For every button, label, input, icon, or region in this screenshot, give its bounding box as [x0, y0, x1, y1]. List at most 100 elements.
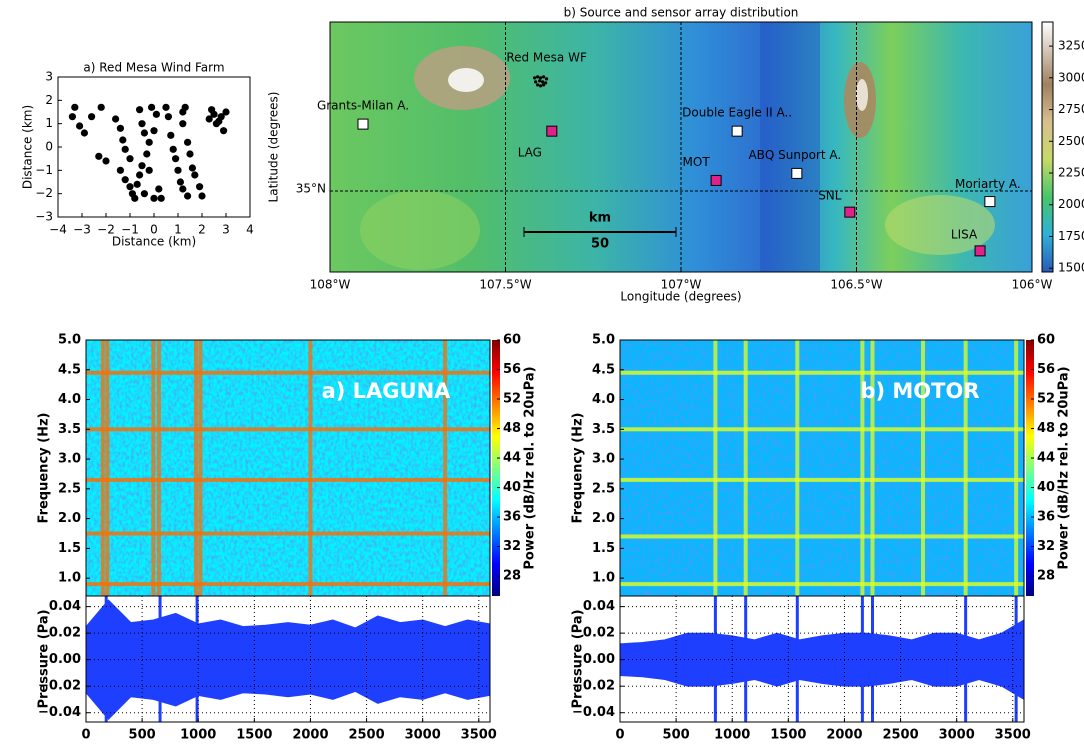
mountain-peak — [856, 79, 868, 111]
transient-band — [795, 340, 800, 596]
point — [126, 155, 134, 163]
colorbar-tick-label: 2250 — [1058, 166, 1084, 180]
y-tick-label: −1 — [35, 163, 53, 177]
y-axis-label: Distance (km) — [21, 105, 35, 189]
y-tick-label: −3 — [35, 210, 53, 224]
point — [222, 108, 230, 116]
point — [71, 103, 79, 111]
point — [68, 113, 76, 121]
x-tick-label: 1500 — [236, 728, 272, 743]
x-tick-label: 1 — [174, 223, 182, 237]
transient-band — [743, 340, 748, 596]
point — [150, 127, 158, 135]
point — [95, 152, 103, 160]
station-label: MOT — [683, 155, 711, 169]
x-tick-label: 107.5°W — [479, 278, 531, 292]
x-tick-label: 0 — [81, 728, 90, 743]
point — [164, 113, 172, 121]
x-tick-label: 106.5°W — [830, 278, 882, 292]
y-tick-label: 0.02 — [49, 626, 81, 641]
y-tick-label: 4.0 — [58, 392, 81, 407]
point — [220, 127, 228, 135]
point — [97, 103, 105, 111]
spectral-line — [86, 427, 490, 432]
y-tick-label: −0.04 — [38, 705, 81, 720]
turbine — [539, 76, 543, 80]
point — [80, 129, 88, 137]
colorbar-tick-label: 40 — [1037, 480, 1055, 495]
y-tick-label: 1.0 — [592, 571, 615, 586]
point — [155, 185, 163, 193]
highland — [885, 195, 995, 255]
y-axis-label: Frequency (Hz) — [37, 413, 52, 524]
spectral-line — [86, 531, 490, 536]
y-tick-label: 2.0 — [58, 511, 81, 526]
transient-band — [198, 340, 203, 596]
transient-band — [713, 340, 718, 596]
point — [88, 113, 96, 121]
y-tick-label: −0.04 — [572, 705, 615, 720]
point — [157, 194, 165, 202]
y-axis-label: Pressure (Pa) — [571, 609, 586, 708]
point — [179, 108, 187, 116]
transient-band — [921, 340, 925, 596]
y-tick-label: 0.00 — [49, 652, 81, 667]
point — [174, 166, 182, 174]
x-tick-label: 3500 — [995, 728, 1031, 743]
y-tick-label: 2.5 — [58, 481, 81, 496]
y-tick-label: 2 — [45, 93, 53, 107]
x-tick-label: 4 — [246, 223, 254, 237]
chart-title: b) Source and sensor array distribution — [564, 6, 799, 20]
wind-farm-marker — [533, 75, 549, 88]
colorbar-tick-label: 52 — [1037, 392, 1055, 407]
x-tick-label: 1000 — [714, 728, 750, 743]
y-tick-label: 35°N — [296, 182, 326, 196]
x-axis-label: Longitude (degrees) — [620, 290, 741, 304]
axes-frame — [85, 595, 491, 723]
point — [121, 145, 129, 153]
y-tick-label: 3.0 — [58, 452, 81, 467]
point — [186, 150, 194, 158]
colorbar-tick-label: 52 — [503, 392, 521, 407]
y-tick-label: 3.5 — [58, 422, 81, 437]
x-tick-label: 3000 — [405, 728, 441, 743]
station-marker — [710, 174, 722, 186]
y-tick-label: 0 — [45, 140, 53, 154]
turbine — [544, 81, 548, 85]
y-tick-label: 1.5 — [592, 541, 615, 556]
y-tick-label: 4.5 — [58, 362, 81, 377]
y-tick-label: 4.5 — [592, 362, 615, 377]
colorbar-tick-label: 3250 — [1058, 39, 1084, 53]
x-tick-label: 0 — [150, 223, 158, 237]
y-tick-label: 1 — [45, 116, 53, 130]
station-label: SNL — [818, 189, 842, 203]
spectral-line — [620, 370, 1024, 375]
point — [169, 145, 177, 153]
point — [116, 124, 124, 132]
transient-band — [151, 340, 156, 596]
colorbar-tick-label: 2500 — [1058, 134, 1084, 148]
point — [205, 115, 213, 123]
x-tick-label: 106°W — [1012, 278, 1053, 292]
point — [136, 171, 144, 179]
transient-band — [1014, 340, 1019, 596]
x-tick-label: −3 — [73, 223, 91, 237]
y-tick-label: −0.02 — [38, 679, 81, 694]
chart-title: a) Red Mesa Wind Farm — [83, 61, 224, 75]
station-marker — [357, 118, 369, 130]
colorbar-tick-label: 32 — [1037, 539, 1055, 554]
point — [167, 131, 175, 139]
colorbar — [1026, 340, 1034, 596]
spectral-line — [620, 427, 1024, 432]
colorbar-tick-label: 28 — [503, 569, 521, 584]
colorbar-tick-label: 3000 — [1058, 70, 1084, 84]
transient-band — [156, 340, 161, 596]
point — [188, 164, 196, 172]
station-marker — [731, 125, 743, 137]
x-tick-label: 108°W — [310, 278, 351, 292]
transient-band — [100, 340, 105, 596]
point — [145, 138, 153, 146]
scale-unit: km — [589, 211, 611, 226]
station-marker — [844, 206, 856, 218]
colorbar-tick-label: 28 — [1037, 569, 1055, 584]
